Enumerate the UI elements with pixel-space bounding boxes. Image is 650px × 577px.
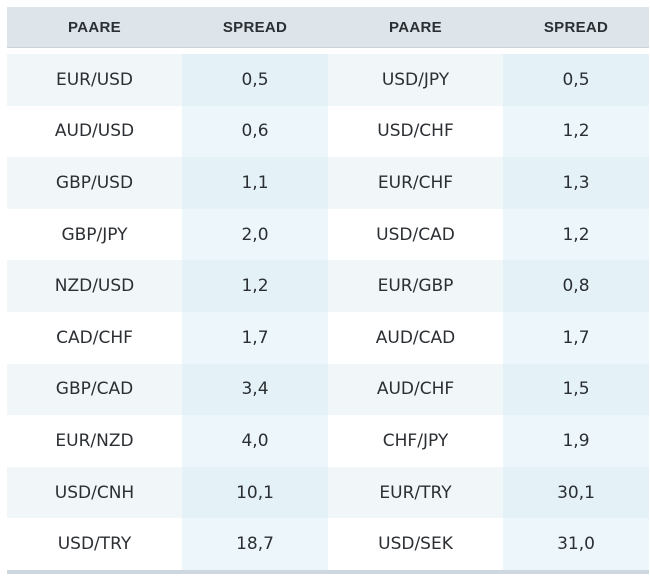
- pair-right-cell: EUR/CHF: [328, 157, 503, 209]
- pair-left-cell: EUR/USD: [7, 54, 182, 106]
- table-header: PAARE SPREAD PAARE SPREAD: [7, 7, 649, 48]
- header-spread-left: SPREAD: [182, 7, 328, 48]
- header-pair-right: PAARE: [328, 7, 503, 48]
- table-row: USD/TRY 18,7 USD/SEK 31,0: [7, 518, 649, 570]
- table-bottom-border: [7, 569, 649, 574]
- spread-left-cell: 0,5: [182, 54, 328, 106]
- spread-left-cell: 2,0: [182, 208, 328, 261]
- spread-left-cell: 1,7: [182, 311, 328, 364]
- spread-left-cell: 4,0: [182, 415, 328, 467]
- spread-left-cell: 18,7: [182, 518, 328, 570]
- spread-right-cell: 1,9: [503, 415, 649, 467]
- header-gap: [7, 48, 649, 54]
- table-row: EUR/USD 0,5 USD/JPY 0,5: [7, 54, 649, 106]
- pair-left-cell: GBP/JPY: [7, 208, 182, 261]
- spread-left-cell: 1,2: [182, 260, 328, 312]
- table-row: GBP/JPY 2,0 USD/CAD 1,2: [7, 208, 649, 261]
- spread-right-cell: 1,5: [503, 363, 649, 416]
- table-row: CAD/CHF 1,7 AUD/CAD 1,7: [7, 311, 649, 364]
- spread-right-cell: 1,7: [503, 311, 649, 364]
- pair-right-cell: AUD/CHF: [328, 363, 503, 416]
- table-row: AUD/USD 0,6 USD/CHF 1,2: [7, 105, 649, 158]
- pair-left-cell: GBP/CAD: [7, 363, 182, 416]
- pair-right-cell: EUR/GBP: [328, 260, 503, 312]
- header-pair-left: PAARE: [7, 7, 182, 48]
- spread-right-cell: 0,8: [503, 260, 649, 312]
- pair-left-cell: EUR/NZD: [7, 415, 182, 467]
- table-body: EUR/USD 0,5 USD/JPY 0,5 AUD/USD 0,6 USD/CHF 1,2…: [7, 54, 649, 570]
- spread-right-cell: 31,0: [503, 518, 649, 570]
- pair-right-cell: USD/CAD: [328, 208, 503, 261]
- table-row: GBP/USD 1,1 EUR/CHF 1,3: [7, 157, 649, 209]
- header-row: PAARE SPREAD PAARE SPREAD: [7, 7, 649, 48]
- pair-right-cell: USD/CHF: [328, 105, 503, 158]
- pair-right-cell: CHF/JPY: [328, 415, 503, 467]
- header-spread-right: SPREAD: [503, 7, 649, 48]
- pair-right-cell: USD/JPY: [328, 54, 503, 106]
- table-row: NZD/USD 1,2 EUR/GBP 0,8: [7, 260, 649, 312]
- pair-left-cell: GBP/USD: [7, 157, 182, 209]
- pair-right-cell: EUR/TRY: [328, 466, 503, 519]
- pair-left-cell: NZD/USD: [7, 260, 182, 312]
- spread-table: PAARE SPREAD PAARE SPREAD EUR/USD 0,5 USD/…: [7, 7, 649, 570]
- pair-left-cell: AUD/USD: [7, 105, 182, 158]
- spread-left-cell: 1,1: [182, 157, 328, 209]
- table-row: GBP/CAD 3,4 AUD/CHF 1,5: [7, 363, 649, 416]
- pair-right-cell: USD/SEK: [328, 518, 503, 570]
- pair-left-cell: USD/CNH: [7, 466, 182, 519]
- pair-right-cell: AUD/CAD: [328, 311, 503, 364]
- spread-table-container: PAARE SPREAD PAARE SPREAD EUR/USD 0,5 USD/…: [7, 7, 649, 574]
- spread-right-cell: 1,3: [503, 157, 649, 209]
- table-row: USD/CNH 10,1 EUR/TRY 30,1: [7, 466, 649, 519]
- table-row: EUR/NZD 4,0 CHF/JPY 1,9: [7, 415, 649, 467]
- spread-right-cell: 1,2: [503, 105, 649, 158]
- pair-left-cell: USD/TRY: [7, 518, 182, 570]
- pair-left-cell: CAD/CHF: [7, 311, 182, 364]
- spread-right-cell: 1,2: [503, 208, 649, 261]
- spread-right-cell: 0,5: [503, 54, 649, 106]
- spread-left-cell: 3,4: [182, 363, 328, 416]
- spread-right-cell: 30,1: [503, 466, 649, 519]
- spread-left-cell: 0,6: [182, 105, 328, 158]
- spread-left-cell: 10,1: [182, 466, 328, 519]
